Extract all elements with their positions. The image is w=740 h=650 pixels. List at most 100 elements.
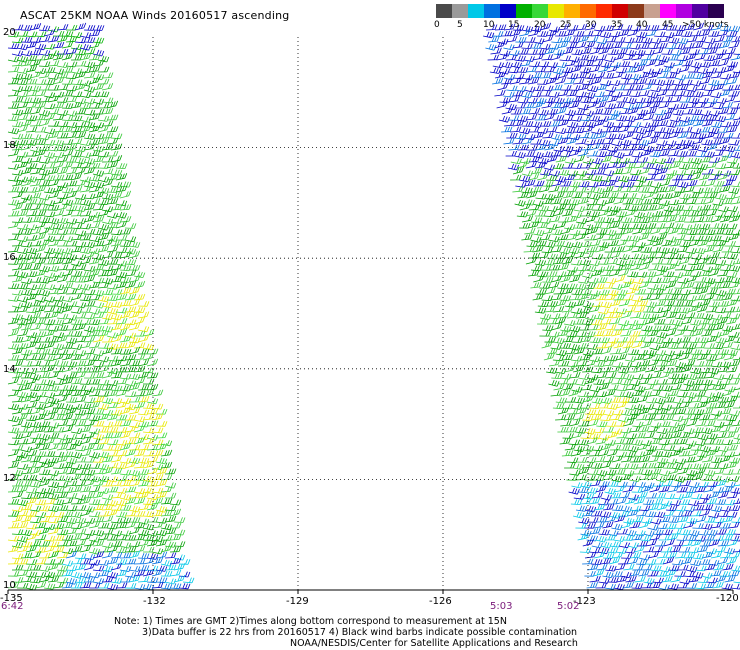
wind-barb <box>571 95 583 103</box>
wind-barb <box>52 101 65 109</box>
wind-barb <box>514 55 526 62</box>
wind-barb <box>119 190 132 199</box>
wind-barb <box>555 106 567 115</box>
wind-barb <box>636 109 649 116</box>
wind-barb <box>38 49 51 56</box>
wind-barb <box>133 307 146 313</box>
wind-barb <box>537 271 549 278</box>
wind-barb <box>697 192 709 199</box>
wind-barb <box>133 424 146 433</box>
wind-barb <box>128 479 141 487</box>
wind-barb <box>43 319 56 326</box>
wind-barb <box>61 31 74 37</box>
wind-barb <box>690 254 702 261</box>
wind-barb <box>695 36 707 43</box>
wind-barb <box>733 533 740 535</box>
wind-barb <box>706 47 718 55</box>
wind-barb <box>668 565 680 572</box>
wind-barb <box>647 524 659 531</box>
wind-barb <box>573 60 586 67</box>
wind-barb <box>74 577 87 584</box>
wind-barb <box>47 349 60 356</box>
wind-barb <box>97 245 110 253</box>
wind-barb <box>598 382 610 391</box>
wind-barb <box>34 232 47 241</box>
wind-barb <box>25 354 38 361</box>
wind-barb <box>654 58 666 67</box>
wind-barb <box>74 302 87 309</box>
wind-barb <box>119 504 132 511</box>
wind-barb <box>600 206 612 213</box>
wind-barb <box>110 143 123 151</box>
wind-barb <box>16 236 29 243</box>
wind-barb <box>726 108 739 115</box>
wind-barb <box>29 240 42 247</box>
wind-barb <box>722 229 734 235</box>
wind-barb <box>613 340 625 349</box>
wind-barb <box>34 164 47 170</box>
wind-barb <box>52 319 65 326</box>
wind-barb <box>584 475 596 481</box>
wind-barb <box>564 364 576 373</box>
wind-barb <box>660 355 673 362</box>
wind-barb <box>674 234 686 241</box>
wind-barb <box>615 161 628 169</box>
wind-barb <box>101 227 114 235</box>
wind-barb <box>731 181 740 188</box>
wind-barb <box>555 349 567 357</box>
wind-barb <box>11 24 24 31</box>
wind-barb-map <box>7 22 740 594</box>
wind-barb <box>25 247 38 255</box>
wind-barb <box>706 383 718 391</box>
wind-barb <box>70 43 83 50</box>
wind-barb <box>106 557 119 565</box>
wind-barb <box>106 137 119 145</box>
lon-tick-2: -129 <box>286 596 309 607</box>
wind-barb <box>714 352 726 361</box>
wind-barb <box>706 335 718 343</box>
wind-barb <box>548 73 561 80</box>
wind-barb <box>7 186 20 193</box>
wind-barb <box>552 403 565 410</box>
wind-barb <box>683 23 696 31</box>
wind-barb <box>20 552 33 559</box>
wind-barb <box>124 520 137 529</box>
wind-barb <box>7 43 20 50</box>
wind-barb <box>530 121 543 128</box>
wind-barb <box>573 364 585 373</box>
wind-barb <box>578 132 590 139</box>
wind-barb <box>566 42 578 49</box>
wind-barb <box>618 346 630 355</box>
wind-barb <box>633 161 646 169</box>
wind-barb <box>575 218 588 225</box>
wind-barb <box>505 103 517 111</box>
wind-barb <box>597 65 610 73</box>
wind-barb <box>75 276 87 283</box>
wind-barb <box>726 77 738 85</box>
wind-barb <box>43 128 56 135</box>
wind-barb <box>119 517 132 524</box>
wind-barb <box>528 28 540 37</box>
wind-barb <box>712 245 724 253</box>
wind-barb <box>632 516 644 523</box>
wind-barb <box>726 206 738 213</box>
wind-barb <box>638 262 651 271</box>
wind-barb <box>173 563 186 571</box>
wind-barb <box>74 563 87 571</box>
wind-barb <box>70 330 83 337</box>
wind-barb <box>38 25 51 32</box>
wind-barb <box>650 565 662 572</box>
wind-barb <box>533 229 545 237</box>
wind-barb <box>604 487 616 495</box>
wind-barb <box>34 353 47 361</box>
wind-barb <box>115 463 128 469</box>
wind-barb <box>88 355 101 361</box>
wind-barb <box>74 22 87 31</box>
wind-barb <box>712 149 724 157</box>
wind-barb <box>101 143 114 151</box>
wind-barb <box>29 203 42 211</box>
wind-barb <box>485 43 497 51</box>
wind-barb <box>110 445 123 451</box>
wind-barb <box>97 487 110 494</box>
wind-barb <box>656 475 668 483</box>
